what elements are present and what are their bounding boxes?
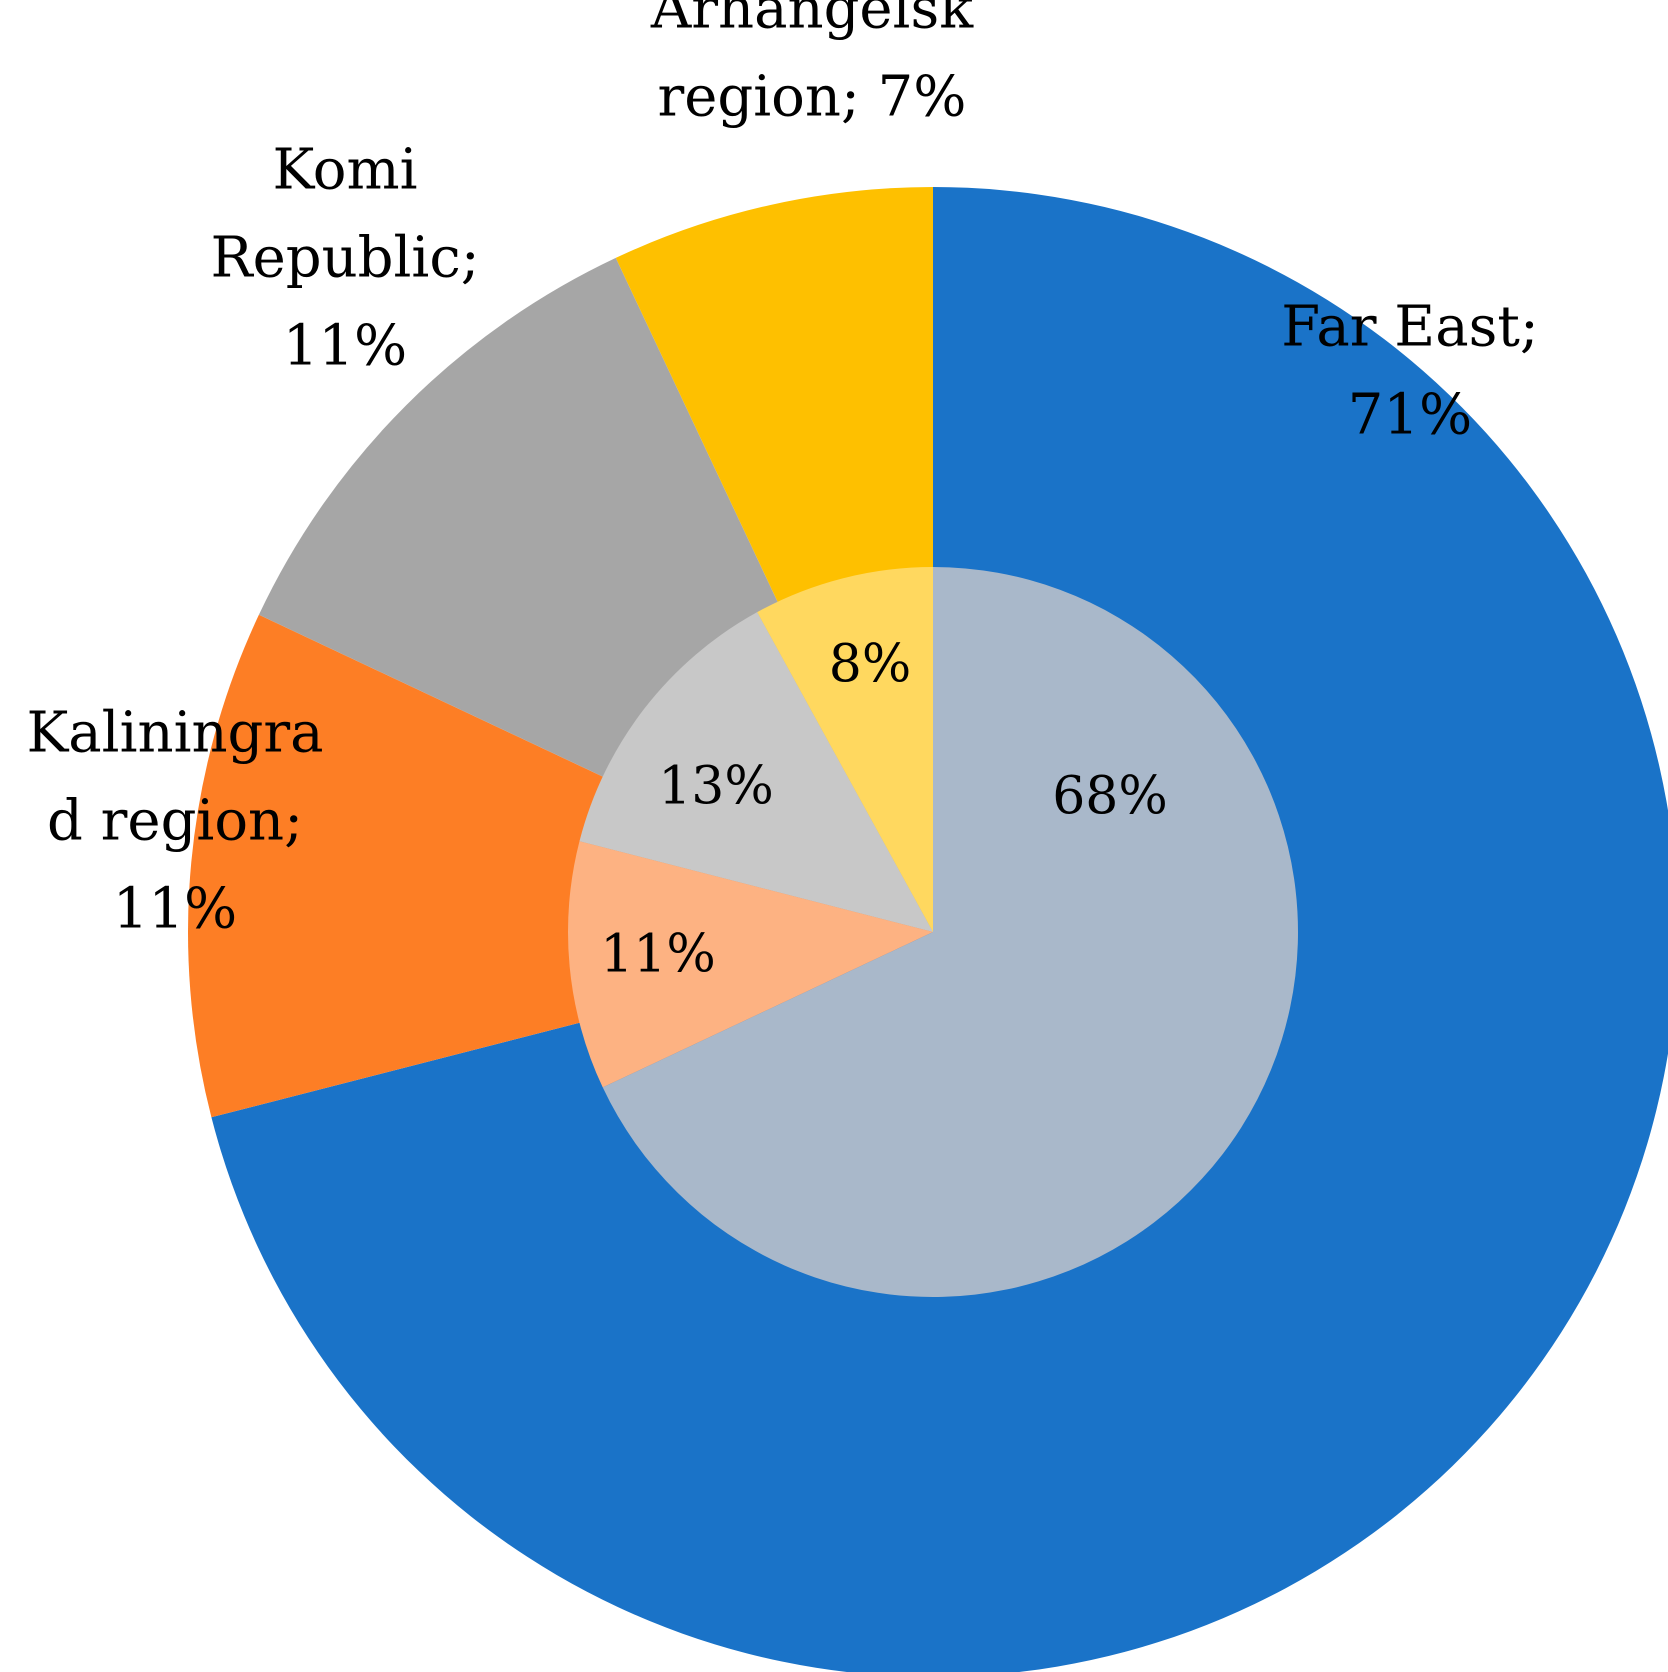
outer-slice-2	[188, 614, 934, 1118]
inner-slice-3	[579, 612, 933, 932]
slice-labels: Far East; 71% Kaliningra d region; 11% Komi Re…	[26, 0, 1538, 985]
inner-slice-label-1: 68%	[1052, 767, 1168, 827]
outer-slice-label-line: Kaliningra	[26, 701, 323, 766]
outer-slice-label-line: 71%	[1348, 383, 1472, 448]
outer-slice-label-line: Arhangelsk	[650, 0, 974, 42]
outer-slice-label-2: Kaliningra d region; 11%	[26, 701, 323, 942]
outer-slice-label-1: Far East; 71%	[1281, 295, 1538, 448]
inner-ring	[568, 567, 1299, 1297]
outer-slice-label-line: Komi	[272, 138, 417, 203]
outer-slice-label-line: 11%	[113, 877, 237, 942]
outer-slice-label-line: region; 7%	[658, 65, 967, 130]
inner-slice-1	[602, 567, 1299, 1297]
outer-slice-label-line: Republic;	[210, 226, 479, 291]
inner-slice-label-2: 11%	[600, 925, 716, 985]
inner-slice-label-4: 8%	[829, 635, 912, 695]
inner-slice-2	[568, 841, 933, 1088]
outer-slice-label-line: 11%	[283, 314, 407, 379]
outer-slice-label-3: Komi Republic; 11%	[210, 138, 479, 379]
inner-slice-label-3: 13%	[658, 757, 774, 817]
outer-slice-label-line: Far East;	[1281, 295, 1538, 360]
outer-slice-label-4: Arhangelsk region; 7%	[650, 0, 974, 130]
inner-slice-4	[757, 567, 933, 932]
outer-slice-label-line: d region;	[47, 789, 303, 854]
